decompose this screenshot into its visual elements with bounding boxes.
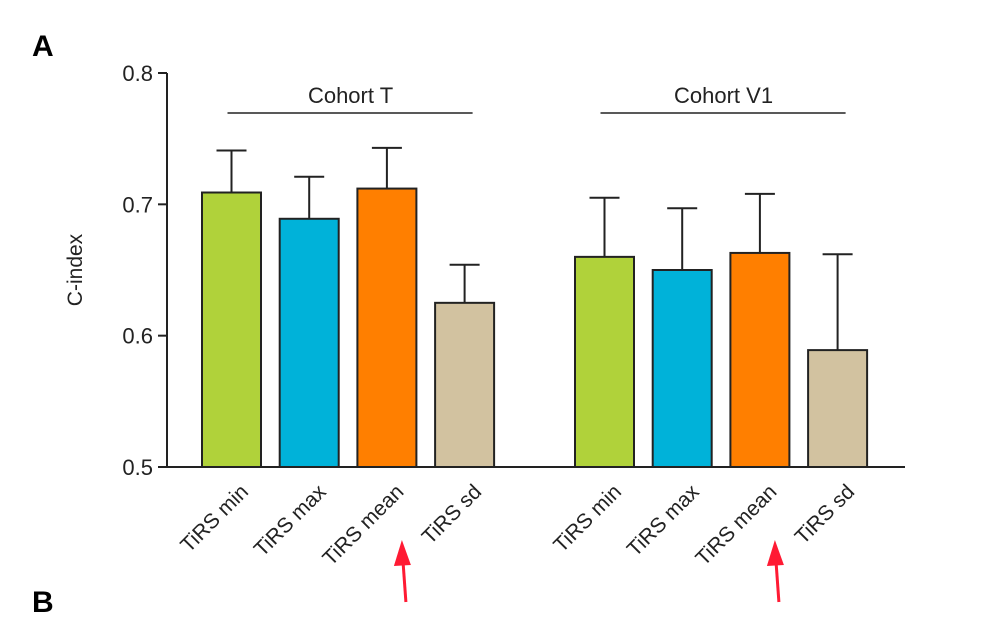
bar	[434, 301, 496, 469]
bar	[574, 255, 635, 468]
y-tick-label: 0.5	[122, 455, 153, 480]
bar	[356, 187, 418, 468]
group-label: Cohort T	[308, 83, 393, 108]
y-tick-label: 0.6	[122, 324, 153, 349]
x-tick-label: TiRS mean	[318, 480, 408, 570]
bar	[278, 217, 340, 468]
highlight-arrow	[401, 559, 408, 603]
y-tick-label: 0.7	[122, 192, 153, 217]
panel-label-b: B	[32, 586, 54, 619]
x-tick-label: TiRS sd	[418, 480, 487, 549]
x-tick-label: TiRS min	[549, 480, 626, 557]
x-tick-label: TiRS sd	[791, 480, 860, 549]
highlight-arrow-head	[766, 540, 784, 566]
highlight-arrow	[774, 559, 781, 603]
x-tick-label: TiRS max	[250, 480, 331, 561]
group-label: Cohort V1	[674, 83, 773, 108]
x-tick-label: TiRS max	[623, 480, 704, 561]
highlight-arrow-head	[393, 540, 411, 566]
panel-label-a: A	[32, 30, 54, 63]
x-tick-label: TiRS mean	[691, 480, 781, 570]
y-axis-title: C-index	[64, 233, 87, 306]
bar	[729, 251, 791, 468]
x-tick-label: TiRS min	[176, 480, 253, 557]
bar	[807, 349, 869, 469]
y-tick-label: 0.8	[122, 61, 153, 86]
bar	[201, 191, 262, 468]
bar	[651, 269, 713, 468]
